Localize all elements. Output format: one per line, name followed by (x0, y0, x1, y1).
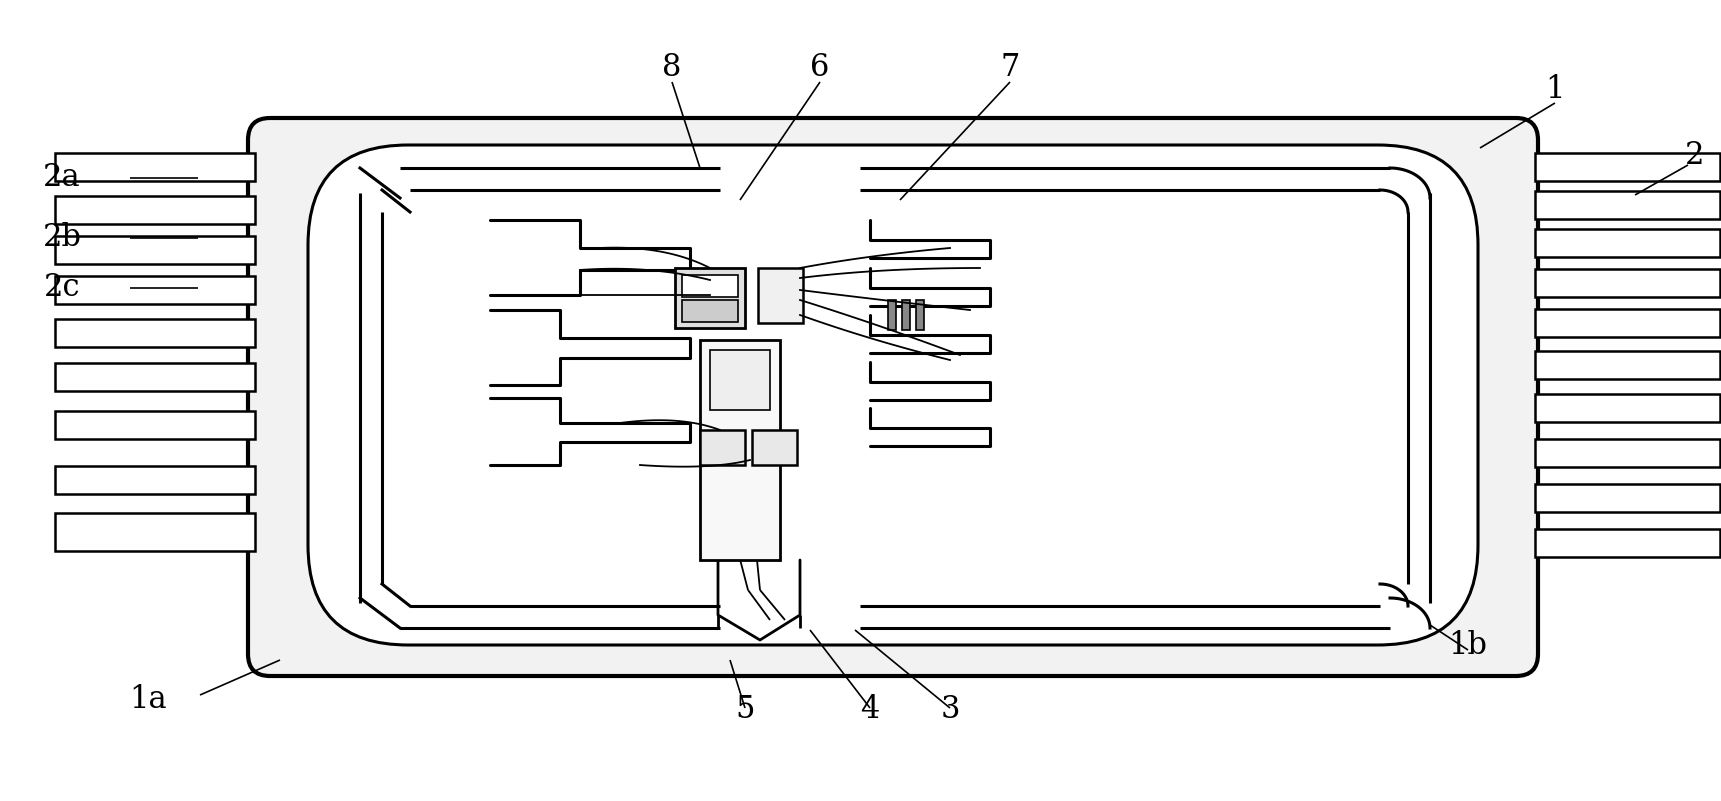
Bar (1535, 153, 1719, 181)
Bar (55, 236, 255, 264)
Text: 3: 3 (940, 694, 960, 726)
Bar (1535, 529, 1719, 557)
Text: 6: 6 (811, 53, 830, 83)
Bar (902, 300, 910, 330)
Bar (1535, 439, 1719, 467)
Text: 8: 8 (663, 53, 682, 83)
Bar (916, 300, 924, 330)
Text: 2: 2 (1685, 139, 1706, 171)
Bar (55, 466, 255, 494)
Text: 1: 1 (1545, 74, 1564, 106)
Bar (711, 350, 769, 410)
Bar (682, 275, 738, 297)
Text: 2a: 2a (43, 163, 81, 194)
Text: 1a: 1a (129, 685, 167, 715)
Bar (700, 430, 745, 465)
Text: 1b: 1b (1449, 630, 1487, 661)
Bar (55, 153, 255, 181)
Bar (752, 430, 797, 465)
Bar (675, 268, 745, 328)
FancyBboxPatch shape (308, 145, 1478, 645)
Bar (1535, 309, 1719, 337)
Text: 2c: 2c (43, 272, 81, 304)
Bar (55, 363, 255, 391)
Bar (55, 276, 255, 304)
Text: 7: 7 (1000, 53, 1019, 83)
Bar (700, 340, 780, 560)
Text: 2b: 2b (43, 223, 81, 253)
Bar (55, 513, 255, 551)
Bar (682, 300, 738, 322)
FancyBboxPatch shape (248, 118, 1539, 676)
Bar (55, 319, 255, 347)
Bar (55, 411, 255, 439)
Text: 4: 4 (860, 694, 879, 726)
Bar (1535, 229, 1719, 257)
Bar (757, 268, 804, 323)
Bar (1535, 394, 1719, 422)
Bar (1535, 351, 1719, 379)
Bar (1535, 269, 1719, 297)
Bar (55, 196, 255, 224)
Bar (888, 300, 897, 330)
Text: 5: 5 (735, 694, 756, 726)
Bar (1535, 191, 1719, 219)
Bar (1535, 484, 1719, 512)
